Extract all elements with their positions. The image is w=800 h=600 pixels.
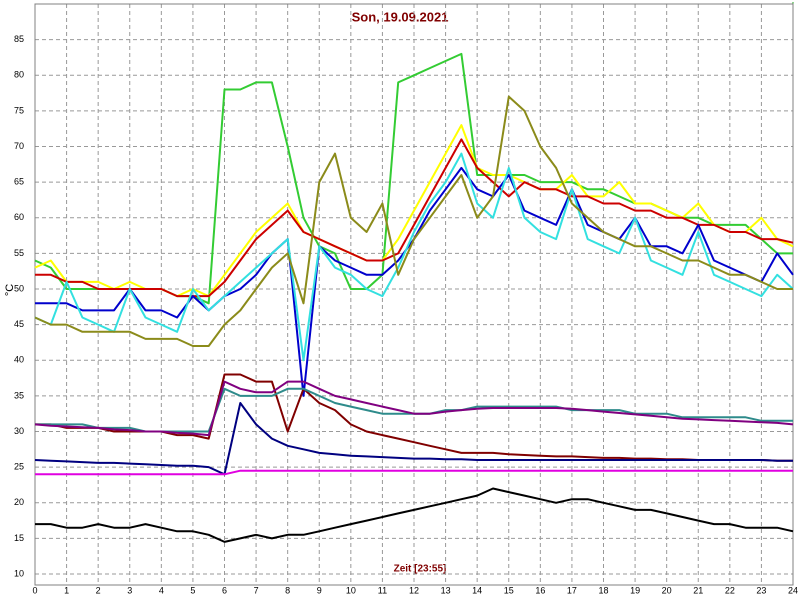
x-tick-label: 21 [693,585,703,595]
y-tick-label: 55 [14,248,24,258]
x-tick-label: 18 [598,585,608,595]
y-tick-label: 65 [14,177,24,187]
y-tick-label: 70 [14,141,24,151]
x-tick-label: 13 [441,585,451,595]
series-line [34,380,794,437]
x-tick-label: 12 [409,585,419,595]
x-tick-label: 24 [788,585,798,595]
x-tick-label: 2 [96,585,101,595]
y-tick-label: 25 [14,462,24,472]
x-tick-label: 0 [32,585,37,595]
x-tick-label: 20 [662,585,672,595]
series-line [34,152,794,362]
x-tick-label: 3 [127,585,132,595]
plot-frame [34,3,794,586]
series-line [35,138,794,298]
x-tick-label: 7 [254,585,259,595]
x-tick-label: 16 [535,585,545,595]
series-line [35,487,794,543]
series-line [35,469,793,476]
y-tick-label: 35 [14,390,24,400]
x-tick-label: 17 [567,585,577,595]
x-tick-label: 11 [378,585,387,595]
x-tick-label: 1 [64,585,69,595]
x-tick-label: 4 [159,585,164,595]
x-tick-label: 14 [472,585,482,595]
y-tick-label: 30 [14,426,24,436]
x-tick-label: 23 [756,585,766,595]
x-tick-label: 8 [285,585,290,595]
y-tick-label: 20 [14,497,24,507]
y-tick-label: 40 [14,355,24,365]
y-tick-label: 50 [14,283,24,293]
x-tick-label: 22 [725,585,735,595]
series-line [34,95,793,347]
y-tick-label: 60 [14,212,24,222]
x-axis-label: Zeit [23:55] [394,564,447,575]
y-tick-label: 80 [14,70,24,80]
y-tick-label: 85 [14,34,24,44]
y-tick-label: 75 [14,105,24,115]
x-tick-label: 15 [504,585,514,595]
y-axis-label: °C [4,284,16,296]
x-tick-label: 10 [346,585,356,595]
x-tick-label: 19 [630,585,640,595]
chart-title: Son, 19.09.2021 [352,9,449,24]
x-tick-label: 5 [190,585,195,595]
y-tick-label: 15 [14,533,24,543]
y-tick-label: 10 [14,568,24,578]
x-tick-label: 9 [317,585,322,595]
y-tick-label: 45 [14,319,24,329]
x-tick-label: 6 [222,585,227,595]
series-line [34,402,793,476]
